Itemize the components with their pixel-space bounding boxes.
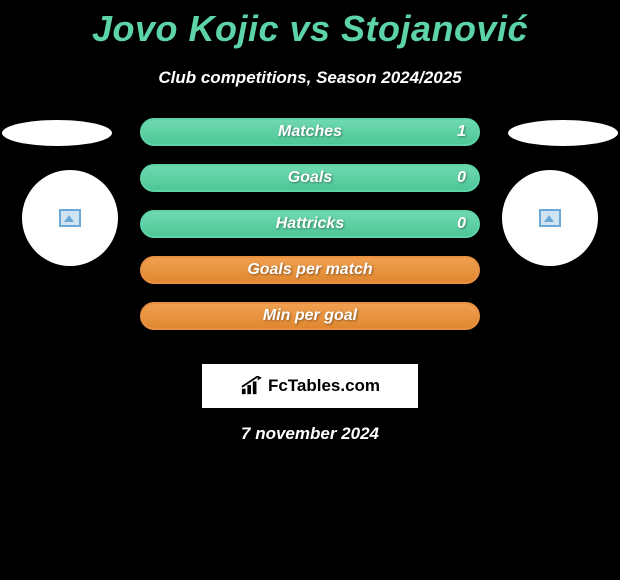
flag-left xyxy=(2,120,112,146)
stat-row-min-per-goal: Min per goal xyxy=(140,302,480,330)
stat-row-goals: Goals 0 xyxy=(140,164,480,192)
stat-row-goals-per-match: Goals per match xyxy=(140,256,480,284)
date-text: 7 november 2024 xyxy=(0,424,620,444)
stat-value-right: 0 xyxy=(457,215,466,233)
subtitle: Club competitions, Season 2024/2025 xyxy=(0,68,620,88)
club-badge-left xyxy=(22,170,118,266)
club-badge-right xyxy=(502,170,598,266)
chart-icon xyxy=(240,376,262,396)
image-placeholder-icon xyxy=(539,209,561,227)
stat-label: Goals per match xyxy=(247,261,372,279)
stat-value-right: 1 xyxy=(457,123,466,141)
brand-text: FcTables.com xyxy=(268,376,380,396)
comparison-area: Matches 1 Goals 0 Hattricks 0 Goals per … xyxy=(0,118,620,348)
brand-box[interactable]: FcTables.com xyxy=(202,364,418,408)
flag-right xyxy=(508,120,618,146)
stat-label: Goals xyxy=(288,169,332,187)
stat-label: Matches xyxy=(278,123,342,141)
stat-row-hattricks: Hattricks 0 xyxy=(140,210,480,238)
image-placeholder-icon xyxy=(59,209,81,227)
stat-value-right: 0 xyxy=(457,169,466,187)
stat-label: Hattricks xyxy=(276,215,344,233)
stat-row-matches: Matches 1 xyxy=(140,118,480,146)
page-title: Jovo Kojic vs Stojanović xyxy=(0,0,620,50)
stat-label: Min per goal xyxy=(263,307,357,325)
stats-list: Matches 1 Goals 0 Hattricks 0 Goals per … xyxy=(140,118,480,348)
